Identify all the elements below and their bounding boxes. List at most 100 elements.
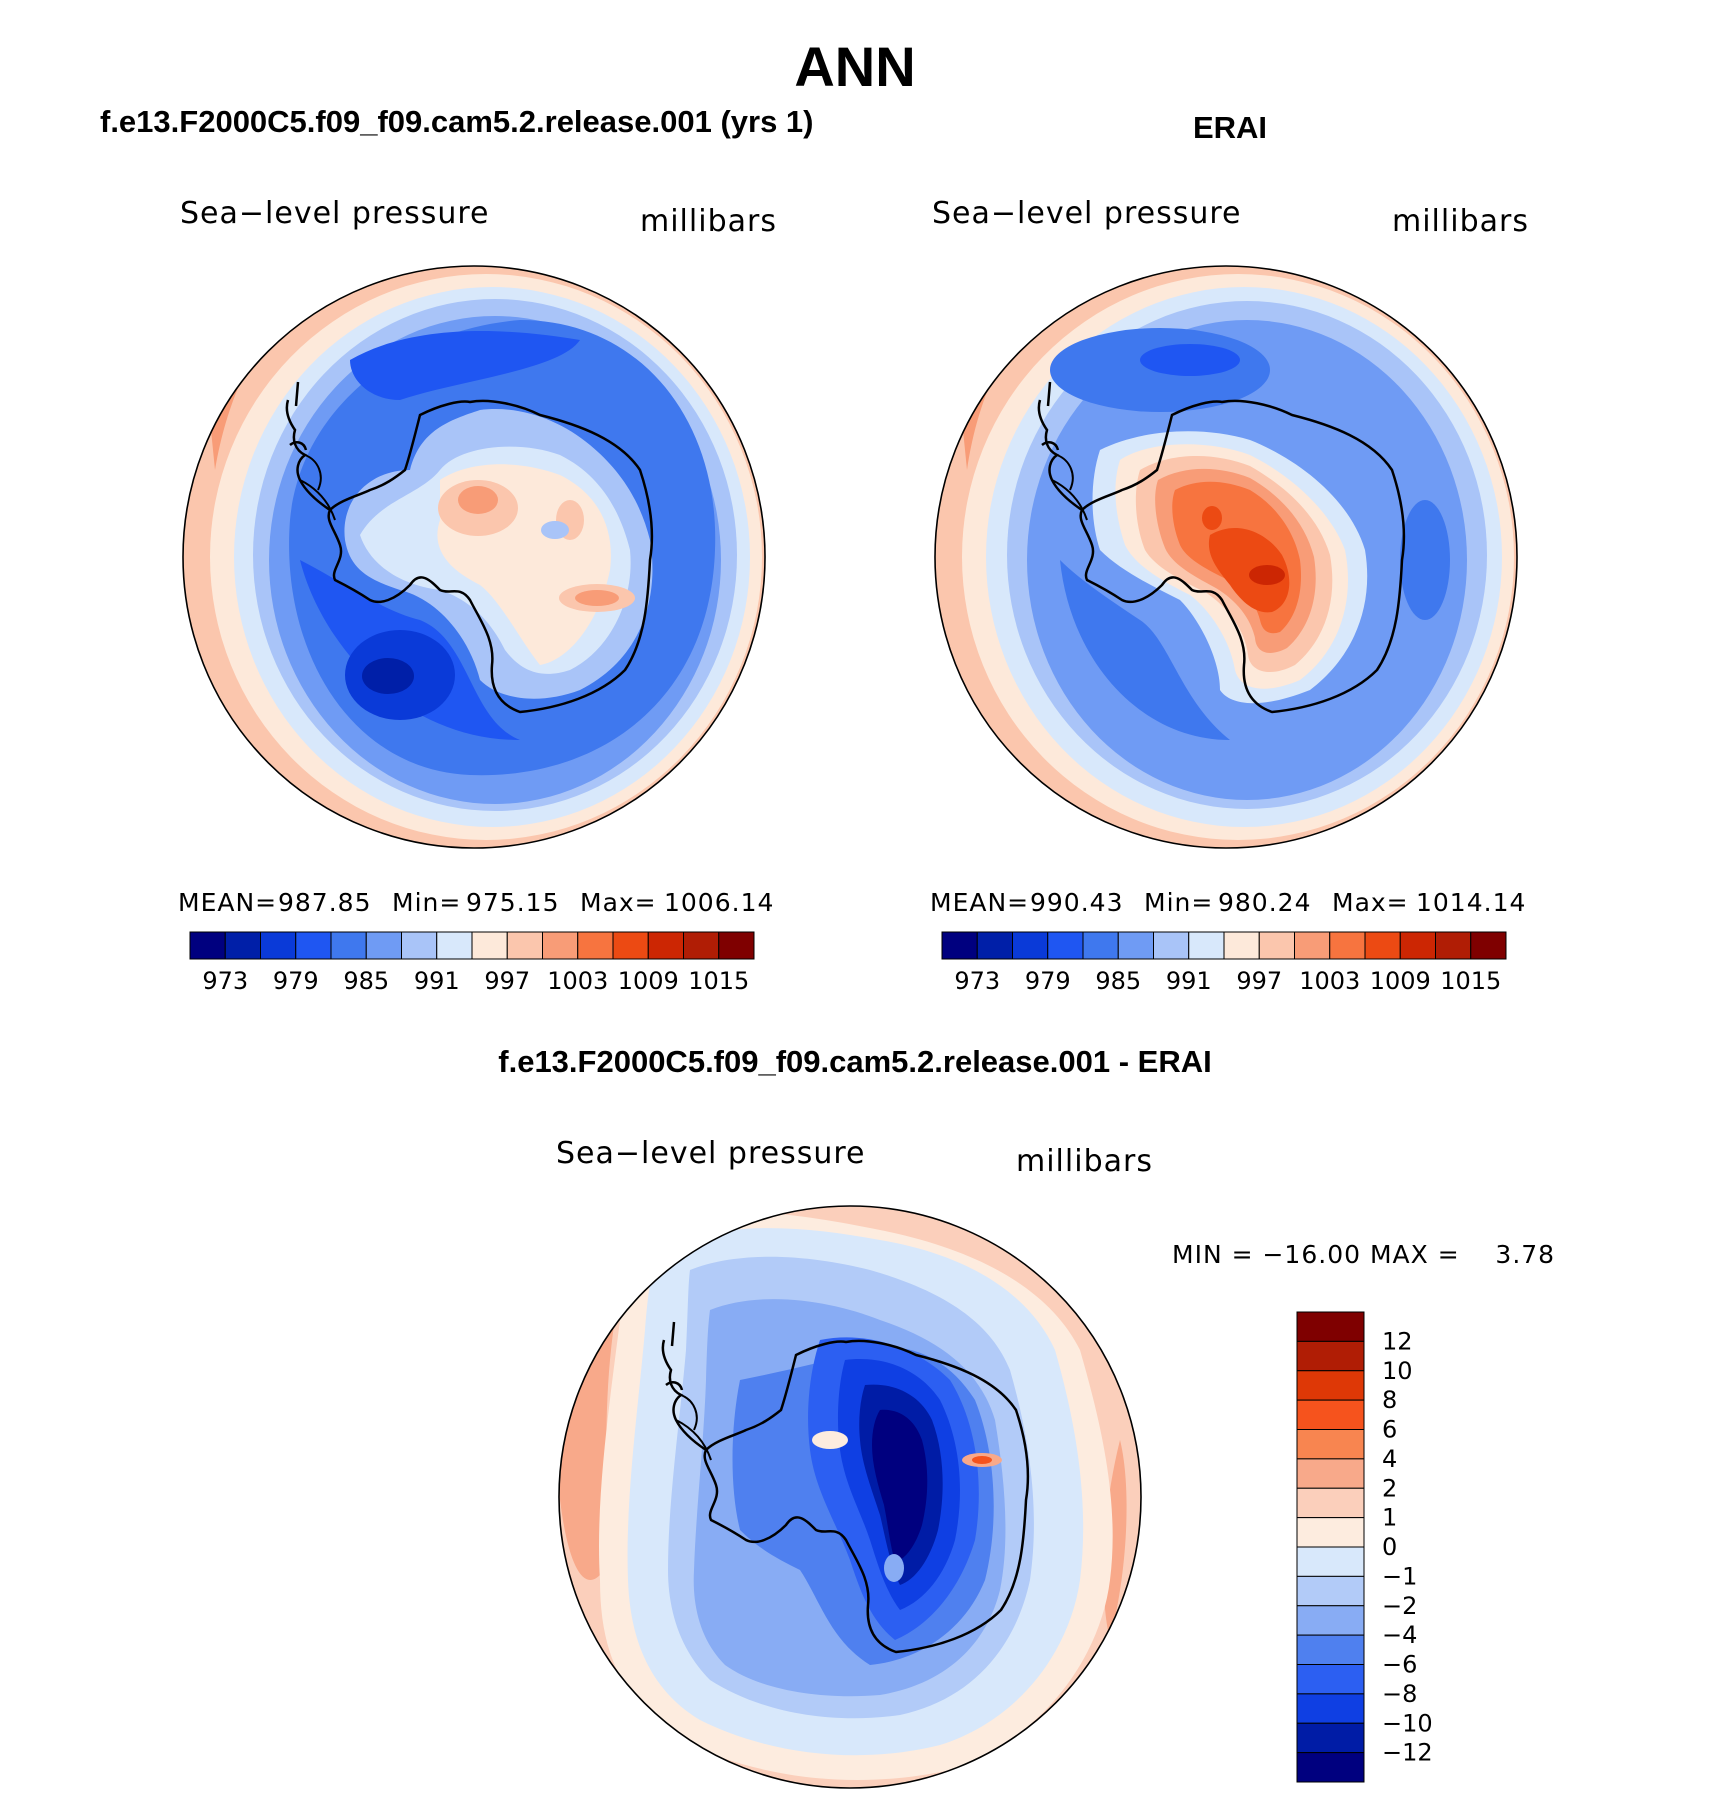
diff-colorbar-cell [1296,1722,1365,1754]
diff-colorbar-cell [1296,1546,1365,1577]
obs-mean-value: 990.43 [1030,888,1124,917]
diff-colorbar-tick-label: 4 [1382,1445,1397,1473]
diff-colorbar-cell [1296,1752,1365,1783]
obs-colorbar-tick-label: 1003 [1299,967,1360,995]
model-colorbar-tick-label: 991 [414,967,460,995]
model-map [182,265,766,849]
obs-colorbar-cell [1399,931,1436,960]
obs-colorbar-cell [1435,931,1472,960]
model-colorbar-cell [718,931,755,960]
obs-colorbar-cell [1012,931,1049,960]
obs-panel-title: ERAI [1192,110,1268,145]
diff-colorbar-tick-label: 8 [1382,1386,1397,1414]
model-colorbar-tick-label: 1015 [688,967,749,995]
obs-colorbar-cell [941,931,978,960]
diff-colorbar-cell [1296,1605,1365,1636]
diff-map [558,1205,1142,1789]
model-min-value: 975.15 [466,888,560,917]
diff-colorbar-tick-label: −6 [1382,1651,1417,1679]
diff-colorbar-tick-label: 1 [1382,1504,1397,1532]
diff-minmax-text: MIN = −16.00 MAX = 3.78 [1172,1240,1556,1269]
diff-colorbar-cell [1296,1370,1365,1401]
obs-min-label: Min= [1144,888,1214,917]
model-colorbar-tick-label: 985 [343,967,389,995]
obs-min-value: 980.24 [1218,888,1312,917]
model-mean-label: MEAN= [178,888,278,917]
diff-colorbar-cell [1296,1517,1365,1548]
diff-variable-label: Sea−level pressure [556,1136,866,1171]
diff-colorbar-tick-label: 0 [1382,1533,1397,1561]
model-colorbar-cell [295,931,332,960]
model-colorbar-cell [647,931,684,960]
diff-colorbar-tick-label: −12 [1382,1739,1433,1767]
diff-colorbar-cell [1296,1311,1365,1342]
obs-colorbar-cell [1153,931,1190,960]
obs-colorbar-cell [1294,931,1331,960]
diff-units-label: millibars [1016,1144,1153,1179]
obs-colorbar-tick-label: 973 [954,967,1000,995]
model-colorbar-cell [436,931,473,960]
obs-variable-label: Sea−level pressure [932,196,1242,231]
diff-colorbar-cell [1296,1634,1365,1665]
model-colorbar-cell [506,931,543,960]
obs-colorbar-cell [1188,931,1225,960]
obs-colorbar-cell [1047,931,1084,960]
obs-map [934,265,1518,849]
diff-colorbar-tick-label: −1 [1382,1562,1417,1590]
diff-colorbar-tick-label: −8 [1382,1680,1417,1708]
obs-colorbar-tick-label: 991 [1166,967,1212,995]
obs-colorbar-tick-label: 979 [1025,967,1071,995]
diff-colorbar-tick-label: 12 [1382,1327,1413,1355]
obs-colorbar-tick-label: 1015 [1440,967,1501,995]
diff-colorbar-tick-label: −4 [1382,1621,1417,1649]
diff-colorbar-cell [1296,1399,1365,1430]
obs-colorbar-cell [1329,931,1366,960]
diff-colorbar-tick-label: 2 [1382,1474,1397,1502]
model-colorbar-tick-label: 979 [273,967,319,995]
diff-panel-title: f.e13.F2000C5.f09_f09.cam5.2.release.001… [498,1044,1212,1079]
diff-colorbar-cell [1296,1664,1365,1695]
model-max-value: 1006.14 [664,888,775,917]
diff-colorbar-cell [1296,1487,1365,1519]
model-colorbar-cell [189,931,226,960]
model-min-label: Min= [392,888,462,917]
model-colorbar-cell [612,931,649,960]
model-colorbar-cell [683,931,720,960]
model-colorbar-cell [542,931,579,960]
model-colorbar-cell [330,931,367,960]
obs-colorbar: 973 979 985 991 997 1003 1009 1015 [941,931,1507,995]
model-colorbar-cell [401,931,438,960]
obs-colorbar-cell [1082,931,1119,960]
model-colorbar: 973 979 985 991 997 1003 1009 1015 [189,931,755,995]
model-colorbar-cell [365,931,402,960]
model-colorbar-cell [224,931,261,960]
diff-colorbar-cell [1296,1575,1365,1607]
model-mean-value: 987.85 [278,888,372,917]
obs-colorbar-cell [1470,931,1507,960]
model-colorbar-tick-label: 997 [484,967,530,995]
model-colorbar-cell [577,931,614,960]
obs-colorbar-cell [1223,931,1260,960]
model-colorbar-tick-label: 1003 [547,967,608,995]
model-colorbar-tick-label: 973 [202,967,248,995]
obs-max-value: 1014.14 [1416,888,1527,917]
figure-title: ANN [794,35,916,98]
obs-colorbar-tick-label: 1009 [1370,967,1431,995]
obs-colorbar-cell [1258,931,1295,960]
model-variable-label: Sea−level pressure [180,196,490,231]
obs-colorbar-cell [1117,931,1154,960]
model-colorbar-cell [260,931,297,960]
model-units-label: millibars [640,204,777,239]
model-max-label: Max= [580,888,657,917]
diff-colorbar-cell [1296,1693,1365,1724]
diff-colorbar-tick-label: 10 [1382,1357,1413,1385]
obs-mean-label: MEAN= [930,888,1030,917]
model-colorbar-cell [471,931,508,960]
obs-max-label: Max= [1332,888,1409,917]
obs-colorbar-tick-label: 985 [1095,967,1141,995]
obs-colorbar-cell [976,931,1013,960]
diff-colorbar-tick-label: −10 [1382,1709,1433,1737]
model-panel-title: f.e13.F2000C5.f09_f09.cam5.2.release.001… [100,104,814,139]
diff-colorbar-cell [1296,1458,1365,1489]
